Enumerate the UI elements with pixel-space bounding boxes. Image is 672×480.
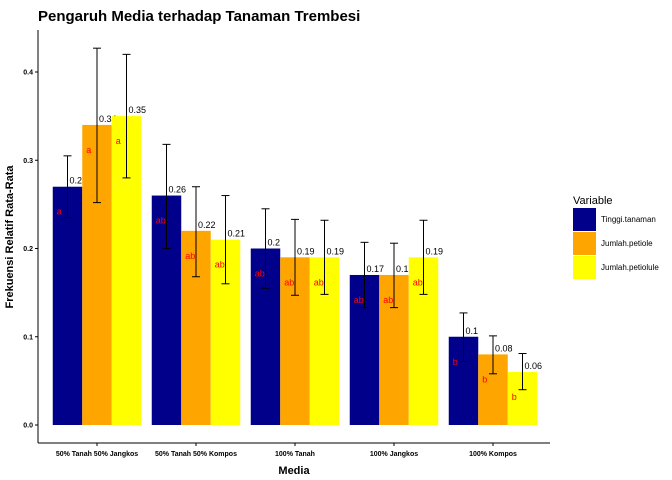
data-label: 0.35 (129, 105, 147, 115)
significance-label: ab (185, 251, 195, 261)
significance-label: ab (314, 277, 324, 287)
significance-label: ab (354, 295, 364, 305)
data-label: 0.19 (297, 246, 315, 256)
x-tick-label: 50% Tanah 50% Kompos (155, 451, 237, 458)
data-label: 0.19 (327, 246, 345, 256)
significance-label: ab (156, 216, 166, 226)
significance-label: b (453, 357, 458, 367)
data-label: 0.21 (228, 229, 246, 239)
chart-title: Pengaruh Media terhadap Tanaman Trembesi (38, 8, 360, 25)
legend-key (573, 256, 596, 279)
y-tick-label: 0.1 (23, 334, 33, 341)
y-axis-ticks: 0.0 0.1 0.2 0.3 0.4 (23, 70, 38, 430)
significance-label: a (116, 136, 121, 146)
significance-label: ab (383, 295, 393, 305)
legend-key (573, 232, 596, 255)
x-tick-label: 100% Jangkos (370, 451, 418, 458)
x-axis-ticks: 50% Tanah 50% Jangkos 50% Tanah 50% Kompo… (56, 443, 517, 458)
data-label: 0.34 (99, 114, 117, 124)
legend-title: Variable (573, 195, 613, 207)
y-tick-label: 0.4 (23, 70, 33, 77)
x-tick-label: 100% Tanah (275, 451, 315, 458)
y-axis-title: Frekuensi Relatif Rata-Rata (4, 165, 16, 309)
x-tick-label: 100% Kompos (469, 451, 517, 458)
significance-label: ab (413, 277, 423, 287)
legend-key (573, 208, 596, 231)
significance-label: a (86, 145, 91, 155)
legend-label: Jumlah.petiolule (601, 263, 659, 272)
y-tick-label: 0.0 (23, 423, 33, 430)
bar (52, 186, 83, 425)
y-tick-label: 0.2 (23, 246, 33, 253)
data-label: 0.27 (70, 176, 88, 186)
significance-label: ab (215, 260, 225, 270)
significance-label: ab (255, 269, 265, 279)
significance-label: a (57, 207, 62, 217)
y-tick-label: 0.3 (23, 158, 33, 165)
data-label: 0.19 (426, 246, 444, 256)
data-label: 0.22 (198, 220, 216, 230)
significance-label: ab (284, 277, 294, 287)
significance-label: b (482, 374, 487, 384)
legend-label: Tinggi.tanaman (601, 215, 656, 224)
data-label: 0.2 (268, 238, 281, 248)
data-label: 0.08 (495, 343, 513, 353)
x-axis-title: Media (278, 465, 310, 477)
data-label: 0.1 (466, 326, 479, 336)
data-label: 0.17 (396, 264, 414, 274)
significance-label: b (512, 392, 517, 402)
data-label: 0.06 (525, 361, 543, 371)
x-tick-label: 50% Tanah 50% Jangkos (56, 451, 138, 458)
data-label: 0.26 (169, 185, 187, 195)
data-label: 0.17 (367, 264, 385, 274)
legend-label: Jumlah.petiole (601, 239, 653, 248)
legend: Variable Tinggi.tanaman Jumlah.petiole Jum… (573, 195, 659, 279)
